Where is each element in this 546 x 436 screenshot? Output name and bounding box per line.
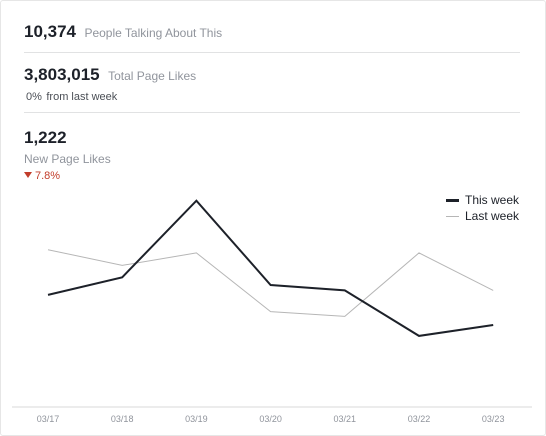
legend-label-this-week: This week: [465, 193, 520, 207]
talking-stat: 10,374 People Talking About This: [24, 22, 222, 42]
x-tick-label: 03/23: [482, 414, 505, 424]
legend-item-last-week: Last week: [446, 208, 519, 224]
new-likes-label: New Page Likes: [24, 152, 111, 166]
talking-value: 10,374: [24, 22, 76, 41]
total-likes-label: Total Page Likes: [108, 69, 197, 83]
x-tick-label: 03/21: [334, 414, 357, 424]
legend-label-last-week: Last week: [465, 209, 520, 223]
x-tick-label: 03/18: [111, 414, 134, 424]
divider: [24, 52, 520, 53]
total-likes-stat: 3,803,015 Total Page Likes: [24, 65, 196, 85]
legend-swatch-last-week: [446, 215, 459, 217]
new-likes-change: 7.8%: [24, 166, 60, 184]
divider: [24, 112, 520, 113]
new-likes-label-row: New Page Likes: [24, 150, 111, 168]
total-likes-change: 0% from last week: [26, 87, 117, 105]
x-tick-label: 03/19: [185, 414, 208, 424]
new-likes-change-value: 7.8%: [35, 170, 61, 182]
down-arrow-icon: [24, 172, 32, 178]
total-likes-change-label: from last week: [46, 91, 118, 103]
series-line-last-week: [47, 249, 494, 317]
total-likes-change-value: 0%: [26, 91, 42, 103]
legend-swatch-this-week: [446, 198, 459, 202]
new-likes-value: 1,222: [24, 128, 67, 147]
total-likes-value: 3,803,015: [24, 65, 100, 84]
new-likes-stat: 1,222: [24, 128, 67, 148]
series-line-this-week: [47, 199, 494, 337]
talking-label: People Talking About This: [84, 26, 223, 40]
x-tick-label: 03/20: [259, 414, 282, 424]
legend-item-this-week: This week: [446, 192, 519, 208]
chart-legend: This week Last week: [446, 192, 519, 224]
x-tick-label: 03/17: [37, 414, 60, 424]
x-tick-label: 03/22: [408, 414, 431, 424]
